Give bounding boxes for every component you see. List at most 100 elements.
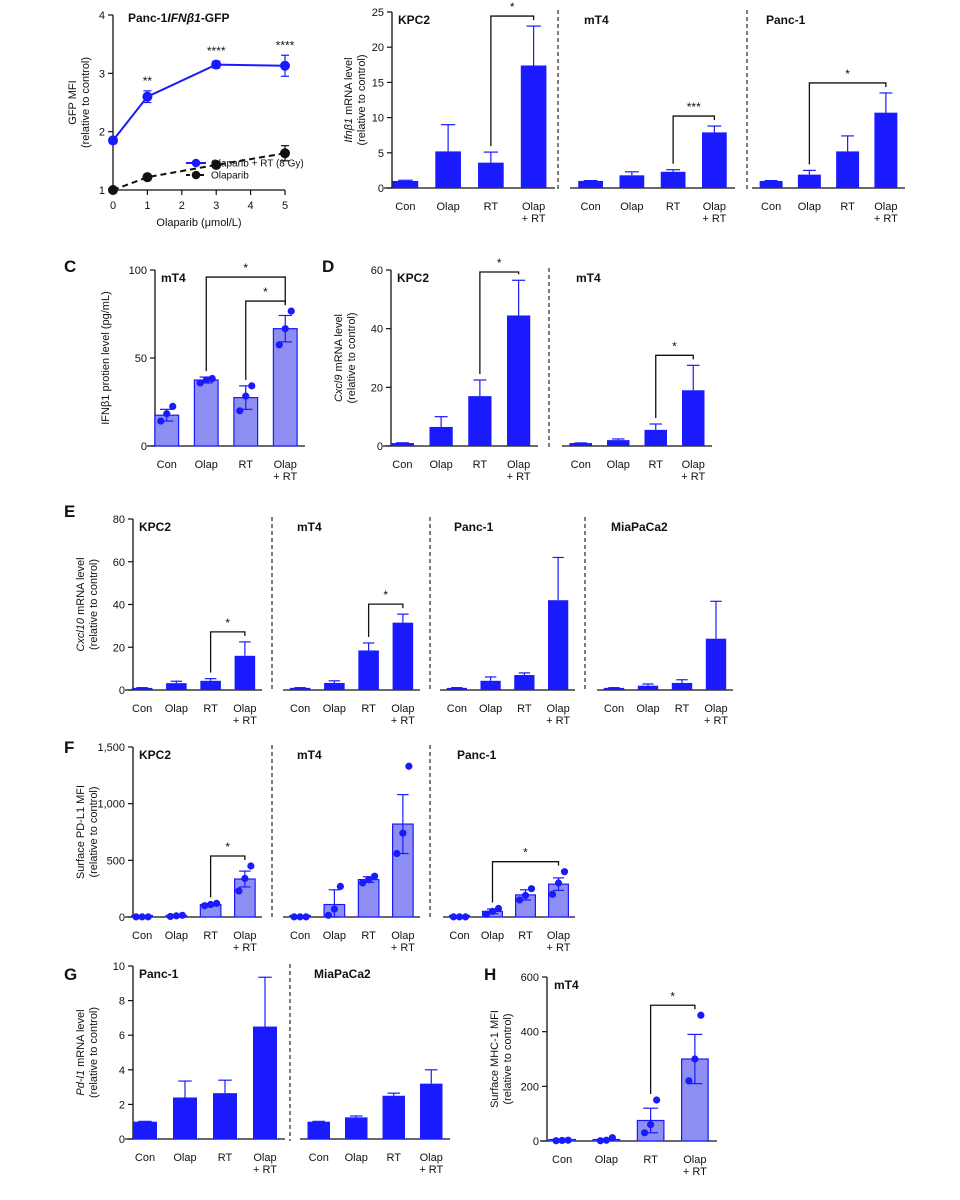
- y-tick-label: 1,500: [97, 742, 125, 754]
- x-tick-label: + RT: [547, 942, 571, 954]
- x-tick-label: Con: [132, 703, 152, 715]
- y-tick-label: 50: [135, 353, 147, 365]
- chart-d-cxcl9-mrna: 0 20 40 60 Cxcl9 mRNA level (relative to cont…: [333, 256, 712, 483]
- x-tick-label: Olap: [636, 703, 659, 715]
- y-axis-title-gene: Pd-l1: [75, 1070, 87, 1096]
- bar-olap: [637, 685, 659, 690]
- y-axis-title: GFP MFI: [67, 80, 79, 124]
- data-point: [371, 872, 379, 880]
- x-tick-label: RT: [840, 201, 855, 213]
- x-tick-label: RT: [649, 459, 664, 471]
- y-tick-label: 15: [372, 77, 384, 89]
- y-tick-label: 0: [141, 441, 147, 453]
- y-tick-label: 500: [107, 855, 125, 867]
- data-point: [213, 899, 221, 908]
- bar-rt: [213, 1093, 237, 1139]
- x-tick-label: RT: [361, 930, 376, 942]
- x-tick-label: RT: [484, 201, 499, 213]
- data-point: [548, 890, 557, 898]
- y-axis-title: Cxcl10 mRNA level: [75, 557, 87, 651]
- data-point: [324, 911, 332, 919]
- group-label: mT4: [297, 520, 322, 534]
- x-tick-label: + RT: [253, 1164, 277, 1176]
- significance-bracket: [205, 276, 286, 372]
- data-point: [359, 879, 367, 887]
- x-tick-label: Con: [290, 930, 310, 942]
- significance-label: *: [845, 67, 850, 81]
- data-point: [207, 900, 215, 909]
- data-point: [602, 1136, 610, 1144]
- group-label: Panc-1: [766, 13, 806, 27]
- x-tick-label: 0: [110, 200, 116, 212]
- x-tick-label: Olap: [430, 459, 453, 471]
- x-tick-label: + RT: [391, 715, 415, 727]
- significance-label: ****: [207, 44, 226, 58]
- x-tick-label: Olap: [479, 703, 502, 715]
- group-label: MiaPaCa2: [611, 520, 668, 534]
- significance-label: *: [225, 616, 230, 630]
- data-point: [552, 1137, 560, 1145]
- significance-bracket: [655, 354, 694, 418]
- data-point: [132, 913, 140, 921]
- bar-rt: [836, 151, 860, 188]
- data-point: [241, 874, 249, 883]
- y-tick-label: 200: [521, 1081, 539, 1093]
- x-tick-label: + RT: [681, 471, 705, 483]
- y-tick-label: 0: [377, 441, 383, 453]
- group-label: mT4: [554, 978, 579, 992]
- legend-marker: [191, 158, 201, 168]
- x-tick-label: Olap: [683, 1154, 706, 1166]
- y-tick-label: 2: [119, 1099, 125, 1111]
- significance-label: *: [243, 261, 248, 275]
- x-tick-label: Con: [552, 1154, 572, 1166]
- x-tick-label: Olap: [233, 703, 256, 715]
- y-axis-title-text: mRNA level: [343, 57, 355, 118]
- x-tick-label: + RT: [507, 471, 531, 483]
- data-point: [560, 868, 569, 876]
- y-axis-title: (relative to control): [502, 1013, 514, 1104]
- data-point: [108, 135, 118, 146]
- x-tick-label: Olap: [507, 459, 530, 471]
- data-point: [296, 913, 304, 921]
- y-tick-label: 10: [372, 113, 384, 125]
- group-label: Panc-1: [457, 748, 497, 762]
- group-label: mT4: [297, 748, 322, 762]
- x-tick-label: Olap: [481, 930, 504, 942]
- data-point: [142, 172, 153, 183]
- y-tick-label: 60: [371, 265, 383, 277]
- y-tick-label: 0: [533, 1136, 539, 1148]
- data-point: [166, 912, 174, 921]
- bar-olap-rt: [705, 638, 727, 690]
- x-tick-label: RT: [473, 459, 488, 471]
- y-tick-label: 80: [113, 514, 125, 526]
- significance-bracket: [479, 271, 520, 374]
- x-tick-label: Con: [157, 459, 177, 471]
- data-point: [201, 902, 209, 910]
- y-axis-title: (relative to control): [80, 57, 92, 148]
- y-axis-title: Pd-l1 mRNA level: [75, 1009, 87, 1095]
- data-point: [208, 374, 216, 383]
- x-tick-label: RT: [239, 459, 254, 471]
- y-tick-label: 100: [129, 265, 147, 277]
- x-tick-label: Olap: [682, 459, 705, 471]
- bar-olap: [324, 682, 345, 690]
- y-tick-label: 4: [119, 1065, 125, 1077]
- significance-bracket: [490, 15, 535, 147]
- x-tick-label: Olap: [391, 703, 414, 715]
- significance-label: *: [672, 339, 677, 353]
- bar-rt: [478, 162, 504, 188]
- x-tick-label: + RT: [874, 213, 898, 225]
- data-point: [302, 913, 310, 921]
- bar-olap-rt: [253, 1026, 277, 1139]
- y-axis-title: (relative to control): [88, 559, 100, 650]
- y-axis-title: Surface MHC-1 MFI: [489, 1010, 501, 1108]
- significance-label: *: [497, 256, 502, 270]
- data-point: [163, 410, 171, 418]
- data-point: [287, 307, 295, 315]
- legend-marker: [191, 170, 201, 180]
- group-label: MiaPaCa2: [314, 967, 371, 981]
- bar-olap-rt: [520, 65, 547, 188]
- significance-label: ****: [276, 38, 295, 52]
